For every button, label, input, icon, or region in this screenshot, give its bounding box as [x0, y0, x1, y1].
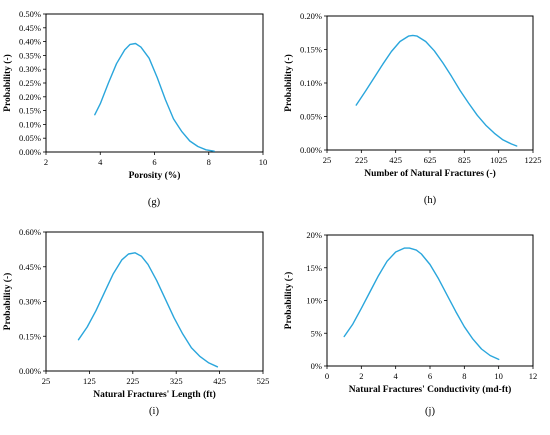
y-tick-label: 20%	[306, 230, 322, 240]
plot-frame-0	[45, 13, 264, 153]
y-axis-label: Probability (-)	[2, 273, 13, 331]
plot-frame-2	[45, 231, 264, 372]
y-tick-label: 0.00%	[19, 147, 41, 157]
y-tick-label: 0.45%	[19, 23, 41, 33]
x-tick-label: 4	[394, 371, 399, 381]
x-tick-label: 625	[424, 155, 437, 165]
x-tick-label: 425	[213, 376, 226, 386]
x-tick-label: 8	[462, 371, 466, 381]
x-tick-label: 8	[207, 157, 211, 167]
y-tick-label: 0.05%	[300, 112, 322, 122]
y-tick-label: 0.25%	[19, 78, 41, 88]
y-tick-label: 0.30%	[19, 297, 41, 307]
y-tick-label: 0.50%	[19, 9, 41, 19]
plot-frame-3	[326, 234, 534, 367]
x-tick-label: 25	[323, 155, 332, 165]
y-tick-label: 15%	[306, 263, 322, 273]
x-tick-label: 6	[152, 157, 156, 167]
panel-label: (j)	[425, 406, 435, 417]
y-tick-label: 0.40%	[19, 37, 41, 47]
y-tick-label: 0.20%	[300, 11, 322, 21]
y-tick-label: 0.05%	[19, 133, 41, 143]
y-tick-label: 0.15%	[19, 106, 41, 116]
x-axis-label: Natural Fractures' Length (ft)	[93, 389, 216, 400]
series-line-1-0	[355, 34, 518, 147]
plot-frame-1	[326, 15, 534, 151]
y-tick-label: 5%	[311, 328, 322, 338]
x-tick-label: 2	[359, 371, 363, 381]
y-axis-label: Probability (-)	[283, 272, 294, 330]
x-tick-label: 525	[257, 376, 270, 386]
x-axis-label: Natural Fractures' Conductivity (md-ft)	[349, 384, 512, 395]
y-tick-label: 0%	[311, 361, 322, 371]
series-line-2-0	[77, 252, 219, 368]
x-tick-label: 25	[42, 376, 51, 386]
x-tick-label: 1025	[490, 155, 507, 165]
series-line-0-0	[94, 42, 215, 152]
x-tick-label: 225	[126, 376, 139, 386]
y-tick-label: 0.30%	[19, 64, 41, 74]
y-axis-label: Probability (-)	[2, 54, 13, 112]
y-tick-label: 0.45%	[19, 262, 41, 272]
x-axis-label: Number of Natural Fractures (-)	[364, 168, 496, 179]
x-tick-label: 425	[389, 155, 402, 165]
x-tick-label: 325	[170, 376, 183, 386]
y-tick-label: 0.15%	[19, 331, 41, 341]
x-tick-label: 2	[44, 157, 48, 167]
x-axis-label: Porosity (%)	[129, 170, 181, 181]
y-tick-label: 0.00%	[300, 145, 322, 155]
y-tick-label: 0.20%	[19, 92, 41, 102]
panel-label: (i)	[149, 406, 159, 417]
y-tick-label: 0.10%	[300, 78, 322, 88]
x-tick-label: 0	[325, 371, 329, 381]
x-tick-label: 125	[83, 376, 96, 386]
x-tick-label: 10	[259, 157, 268, 167]
y-axis-label: Probability (-)	[283, 54, 294, 112]
x-tick-label: 12	[529, 371, 538, 381]
y-tick-label: 0.60%	[19, 227, 41, 237]
x-tick-label: 10	[494, 371, 503, 381]
y-tick-label: 0.00%	[19, 366, 41, 376]
x-tick-label: 825	[458, 155, 471, 165]
y-tick-label: 10%	[306, 296, 322, 306]
x-tick-label: 6	[428, 371, 432, 381]
y-tick-label: 0.10%	[19, 119, 41, 129]
series-line-3-0	[343, 247, 500, 361]
panel-label: (h)	[424, 195, 437, 206]
x-tick-label: 4	[98, 157, 103, 167]
y-tick-label: 0.35%	[19, 50, 41, 60]
y-tick-label: 0.15%	[300, 45, 322, 55]
x-tick-label: 225	[355, 155, 368, 165]
x-tick-label: 1225	[525, 155, 542, 165]
panel-label: (g)	[148, 197, 161, 208]
